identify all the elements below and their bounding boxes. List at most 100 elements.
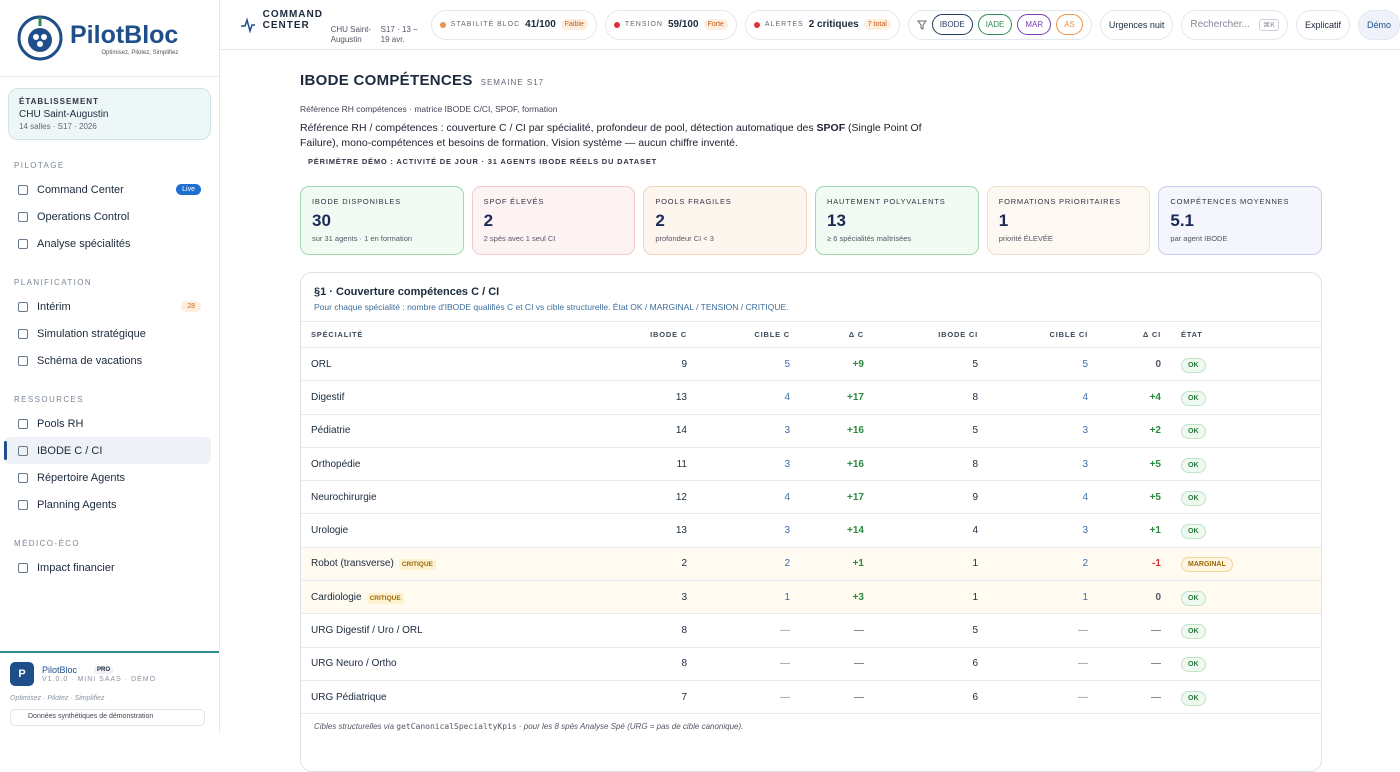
footer-note: Données synthétiques de démonstration xyxy=(10,709,205,726)
specialty-tag: CRITIQUE xyxy=(366,592,404,604)
nav-badge: 28 xyxy=(181,301,201,312)
cell: — xyxy=(1078,691,1088,703)
kpi-card: COMPÉTENCES MOYENNES 5.1 par agent IBODE xyxy=(1158,186,1323,255)
nav-icon xyxy=(18,301,28,312)
nav-icon xyxy=(18,562,28,573)
nav-item[interactable]: Command Center Live xyxy=(4,176,211,203)
kpi-value: 30 xyxy=(312,211,331,230)
cell: 3 xyxy=(784,458,790,470)
column-header: IBODE C xyxy=(650,330,687,339)
nav-item[interactable]: Operations Control xyxy=(4,203,211,230)
cell: 2 xyxy=(681,558,687,570)
search-kbd: ⌘K xyxy=(1259,18,1279,31)
cell: 1 xyxy=(972,558,978,570)
cell: 5 xyxy=(972,425,978,437)
nav-item[interactable]: Schéma de vacations xyxy=(4,347,211,374)
cell: URG Pédiatrique xyxy=(301,692,601,703)
kpi-card: IBODE DISPONIBLES 30 sur 31 agents · 1 en … xyxy=(300,186,464,255)
kpi-value: 13 xyxy=(827,211,846,230)
topbar-week: S17 · 13 – 19 avr. xyxy=(380,24,418,44)
cell: OK xyxy=(1161,490,1321,506)
metric-value: 2 critiques xyxy=(808,19,859,30)
role-filter[interactable]: MAR xyxy=(1017,14,1052,35)
cell: 3 xyxy=(1082,458,1088,470)
nav-icon xyxy=(18,472,28,483)
kpi-label: IBODE DISPONIBLES xyxy=(312,197,402,206)
kpi-value: 5.1 xyxy=(1170,211,1194,230)
nav-item[interactable]: IBODE C / CI xyxy=(4,437,211,464)
nav-label: Simulation stratégique xyxy=(37,327,146,340)
nav-icon xyxy=(18,499,28,510)
status-badge: OK xyxy=(1181,657,1206,673)
status-badge: OK xyxy=(1181,590,1206,606)
metric-label: TENSION xyxy=(624,21,663,28)
table-title: §1 · Couverture compétences C / CI xyxy=(314,286,500,298)
nav-label: Operations Control xyxy=(37,210,130,223)
nav-item[interactable]: Simulation stratégique xyxy=(4,320,211,347)
metric[interactable]: ALERTES 2 critiques 7 total xyxy=(744,9,900,40)
night-toggle[interactable]: Urgences nuit xyxy=(1099,9,1174,40)
cell: — xyxy=(1151,691,1161,703)
kpi-value: 1 xyxy=(998,211,1009,230)
cell: OK xyxy=(1161,424,1321,440)
scope: PÉRIMÈTRE DÉMO : ACTIVITÉ DE JOUR · 31 A… xyxy=(308,157,658,166)
specialty: Orthopédie xyxy=(311,458,361,470)
topbar: COMMAND CENTER CHU Saint-Augustin S17 · 13… xyxy=(220,0,1400,50)
footer-tag: PRO xyxy=(94,666,114,674)
search[interactable]: Rechercher... ⌘K xyxy=(1181,9,1288,40)
table-row: ORL 9 5 +9 5 5 0 OK xyxy=(301,347,1321,380)
table-footnote: Cibles structurelles via getCanonicalSpe… xyxy=(301,713,1321,739)
table-header: SPÉCIALITÉ IBODE C CIBLE C Δ C IBODE CI CIBLE… xyxy=(301,321,1321,347)
metric[interactable]: TENSION 59/100 Forte xyxy=(604,9,737,40)
role-filter[interactable]: IADE xyxy=(977,14,1013,35)
nav-item[interactable]: Analyse spécialités xyxy=(4,230,211,257)
nav-item[interactable]: Répertoire Agents xyxy=(4,464,211,491)
table-row: Urologie 13 3 +14 4 3 +1 OK xyxy=(301,513,1321,546)
cell: 5 xyxy=(1082,358,1088,370)
metric[interactable]: STABILITÉ BLOC 41/100 Faible xyxy=(430,9,597,40)
demo-button[interactable]: Démo xyxy=(1357,9,1400,40)
kpi-sub: profondeur CI < 3 xyxy=(655,234,714,243)
nav-item[interactable]: Pools RH xyxy=(4,410,211,437)
description-part: SPOF xyxy=(816,122,846,134)
establishment-meta: 14 salles · S17 · 2026 xyxy=(19,122,97,131)
column-header: SPÉCIALITÉ xyxy=(311,330,364,339)
cell: 8 xyxy=(681,658,687,670)
kpi-sub: ≥ 6 spécialités maîtrisées xyxy=(827,234,912,243)
cell: 14 xyxy=(675,425,687,437)
nav-icon xyxy=(18,211,28,222)
cell: — xyxy=(780,691,790,703)
metric-dot xyxy=(439,21,446,28)
nav-item[interactable]: Planning Agents xyxy=(4,491,211,518)
cell: 9 xyxy=(972,491,978,503)
nav-label: Répertoire Agents xyxy=(37,471,126,484)
status-badge: OK xyxy=(1181,690,1206,706)
role-filter[interactable]: IBODE xyxy=(931,14,973,35)
cell: 12 xyxy=(675,491,687,503)
status-badge: OK xyxy=(1181,524,1206,540)
nav-label: Analyse spécialités xyxy=(37,237,131,250)
cell: +14 xyxy=(847,525,864,537)
status-badge: OK xyxy=(1181,357,1206,373)
nav-icon xyxy=(18,445,28,456)
explain-button[interactable]: Explicatif xyxy=(1295,9,1350,40)
nav-icon xyxy=(18,328,28,339)
cell: Pédiatrie xyxy=(301,425,601,436)
metric-badge: 7 total xyxy=(863,19,891,30)
kpi-value: 2 xyxy=(483,211,494,230)
kpi-value: 2 xyxy=(655,211,665,230)
cell: URG Digestif / Uro / ORL xyxy=(301,625,601,636)
cell: — xyxy=(854,625,864,637)
cell: — xyxy=(1151,625,1161,637)
sidebar-footer: P PilotBloc PRO V1.0.0 · MINI SAAS · DÉMO Op… xyxy=(0,651,219,733)
cell: Digestif xyxy=(301,392,601,403)
nav-item[interactable]: Intérim 28 xyxy=(4,293,211,320)
nav-item[interactable]: Impact financier xyxy=(4,554,211,581)
cell: — xyxy=(854,691,864,703)
table-row: Robot (transverse) CRITIQUE 2 2 +1 1 2 -1 MARGIN… xyxy=(301,546,1321,581)
role-filter[interactable]: AS xyxy=(1056,14,1083,35)
cell: Urologie xyxy=(301,525,601,536)
nav-section-title: RESSOURCES xyxy=(14,395,85,404)
column-header: Δ CI xyxy=(1142,330,1161,339)
cell: OK xyxy=(1161,690,1321,706)
